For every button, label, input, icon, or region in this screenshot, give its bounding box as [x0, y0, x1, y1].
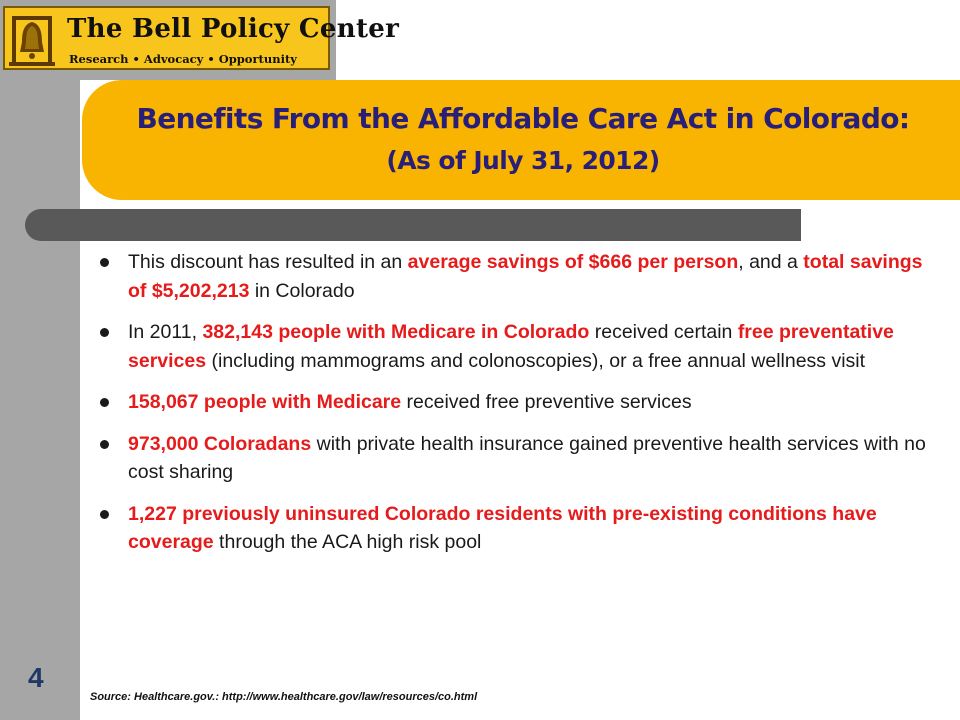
highlighted-text: 382,143 people with Medicare in Colorado	[202, 321, 590, 343]
logo-name: The Bell Policy Center	[67, 14, 400, 44]
bullet-item: 1,227 previously uninsured Colorado resi…	[100, 500, 940, 557]
left-side-strip	[0, 0, 80, 720]
bullet-text: received free preventive services	[401, 391, 692, 413]
bullet-text: received certain	[589, 321, 738, 343]
highlighted-text: 158,067 people with Medicare	[128, 391, 402, 413]
bullet-text: through the ACA high risk pool	[213, 531, 482, 553]
bell-icon	[9, 12, 55, 68]
bullet-dot-icon	[100, 439, 109, 449]
bullet-item: This discount has resulted in an average…	[100, 248, 940, 305]
bullet-item: 973,000 Coloradans with private health i…	[100, 430, 940, 487]
highlighted-text: 1,227 previously uninsured Colorado resi…	[128, 502, 877, 554]
bell-policy-center-logo: The Bell Policy Center Research • Advoca…	[3, 6, 399, 70]
bullet-dot-icon	[100, 509, 109, 519]
bullet-text: This discount has resulted in an	[128, 251, 408, 273]
page-number: 4	[28, 662, 44, 693]
divider-bar	[25, 209, 801, 241]
bullet-item: 158,067 people with Medicare received fr…	[100, 388, 940, 417]
bullet-list: This discount has resulted in an average…	[100, 248, 940, 570]
bullet-text: , and a	[738, 251, 804, 273]
highlighted-text: total savings of $5,202,213	[128, 251, 923, 302]
highlighted-text: 973,000 Coloradans	[128, 432, 312, 455]
bullet-dot-icon	[100, 398, 109, 407]
bullet-text: In 2011,	[128, 321, 203, 343]
highlighted-text: average savings of $666 per person	[407, 251, 739, 273]
source-citation: Source: Healthcare.gov.: http://www.heal…	[90, 691, 478, 703]
title-banner: Benefits From the Affordable Care Act in…	[82, 80, 960, 200]
highlighted-text: free preventative services	[128, 321, 894, 372]
logo-tagline: Research • Advocacy • Opportunity	[69, 52, 297, 66]
bullet-dot-icon	[100, 328, 109, 337]
bullet-dot-icon	[100, 258, 109, 267]
bullet-item: In 2011, 382,143 people with Medicare in…	[100, 318, 940, 375]
bullet-text: (including mammograms and colonoscopies)…	[206, 349, 866, 372]
slide-subtitle: (As of July 31, 2012)	[386, 146, 660, 175]
slide-title: Benefits From the Affordable Care Act in…	[136, 102, 910, 135]
bullet-text: with private health insurance gained pre…	[128, 432, 926, 484]
bullet-text: in Colorado	[249, 279, 355, 302]
